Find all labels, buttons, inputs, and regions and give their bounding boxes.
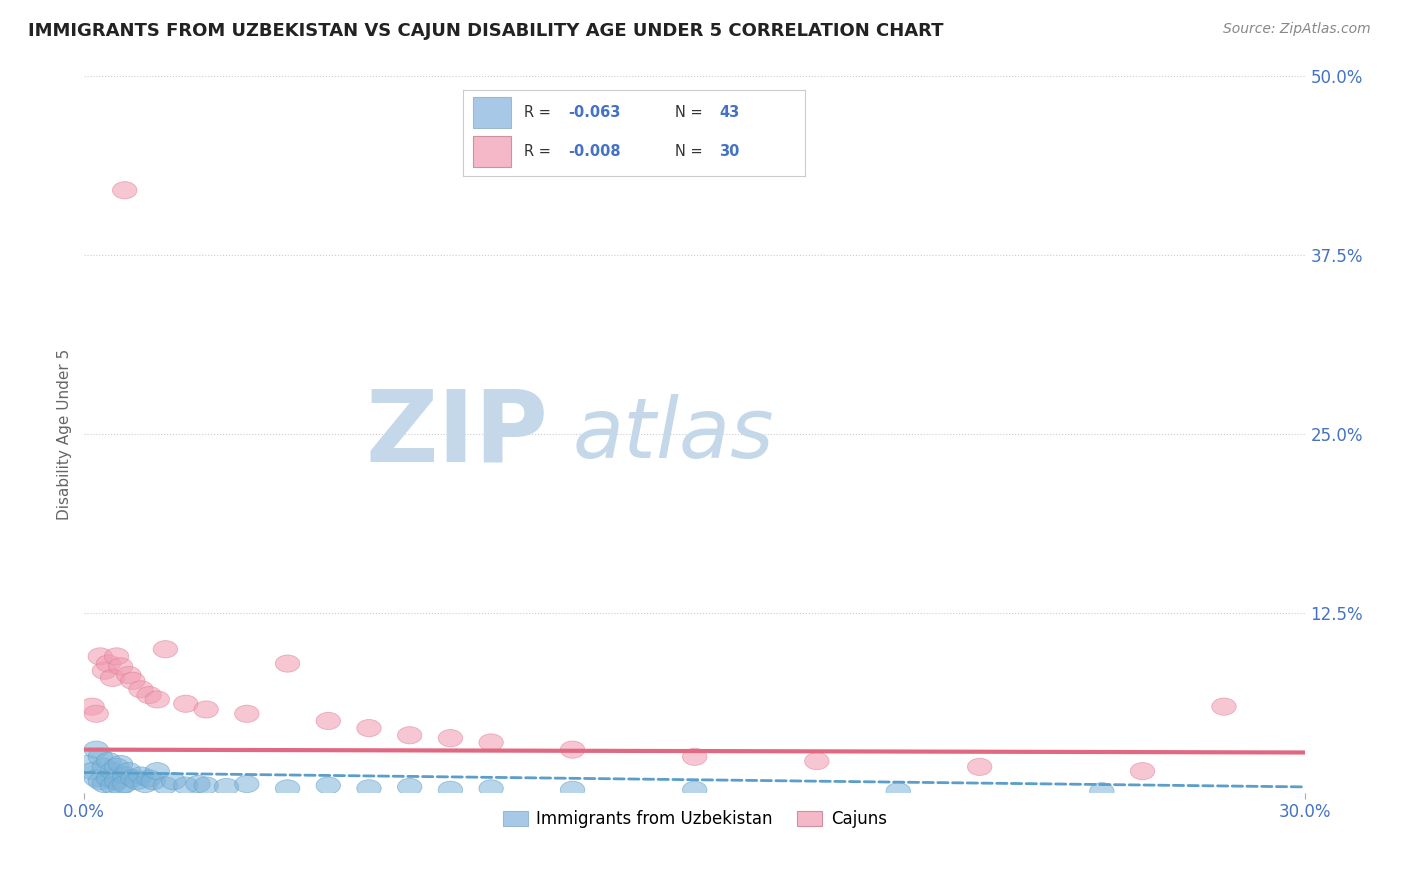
Legend: Immigrants from Uzbekistan, Cajuns: Immigrants from Uzbekistan, Cajuns xyxy=(496,803,893,835)
Text: IMMIGRANTS FROM UZBEKISTAN VS CAJUN DISABILITY AGE UNDER 5 CORRELATION CHART: IMMIGRANTS FROM UZBEKISTAN VS CAJUN DISA… xyxy=(28,22,943,40)
Y-axis label: Disability Age Under 5: Disability Age Under 5 xyxy=(58,349,72,520)
Text: Source: ZipAtlas.com: Source: ZipAtlas.com xyxy=(1223,22,1371,37)
Text: ZIP: ZIP xyxy=(366,385,548,483)
Text: atlas: atlas xyxy=(572,393,775,475)
